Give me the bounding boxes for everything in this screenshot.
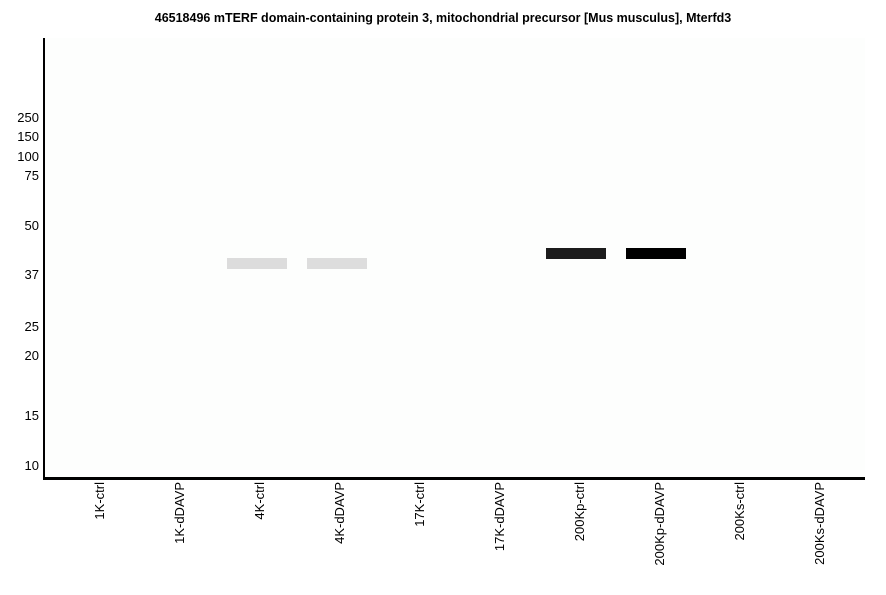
- mw-marker-label-37: 37: [24, 267, 39, 282]
- lane-label-4K-dDAVP: 4K-dDAVP: [332, 482, 347, 544]
- gel-band-4K-ctrl: [227, 258, 287, 269]
- gel-band-200Kp-dDAVP: [626, 248, 686, 259]
- mw-marker-label-100: 100: [17, 149, 39, 164]
- plot-area: [43, 38, 865, 480]
- mw-marker-label-25: 25: [24, 319, 39, 334]
- lane-label-200Ks-ctrl: 200Ks-ctrl: [732, 482, 747, 541]
- mw-marker-label-150: 150: [17, 129, 39, 144]
- figure-title: 46518496 mTERF domain-containing protein…: [154, 11, 732, 25]
- lane-label-1K-dDAVP: 1K-dDAVP: [172, 482, 187, 544]
- gel-band-200Kp-ctrl: [546, 248, 606, 259]
- mw-marker-label-50: 50: [24, 218, 39, 233]
- mw-marker-label-15: 15: [24, 408, 39, 423]
- lane-label-1K-ctrl: 1K-ctrl: [92, 482, 107, 520]
- mw-marker-label-75: 75: [24, 168, 39, 183]
- gel-band-4K-dDAVP: [307, 258, 367, 269]
- lane-label-200Ks-dDAVP: 200Ks-dDAVP: [812, 482, 827, 565]
- lane-label-200Kp-ctrl: 200Kp-ctrl: [572, 482, 587, 542]
- lane-label-200Kp-dDAVP: 200Kp-dDAVP: [652, 482, 667, 566]
- mw-marker-label-250: 250: [17, 110, 39, 125]
- lane-label-4K-ctrl: 4K-ctrl: [252, 482, 267, 520]
- lane-label-17K-dDAVP: 17K-dDAVP: [492, 482, 507, 552]
- mw-marker-label-20: 20: [24, 348, 39, 363]
- lane-label-17K-ctrl: 17K-ctrl: [412, 482, 427, 527]
- mw-marker-label-10: 10: [24, 458, 39, 473]
